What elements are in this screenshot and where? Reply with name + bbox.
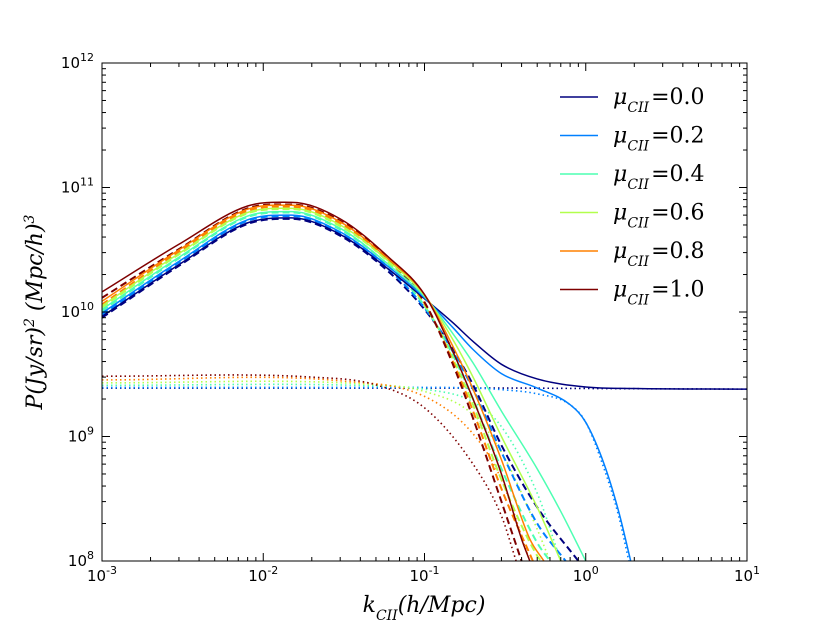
x-label-sub: CII — [376, 608, 398, 623]
y-axis-label: P(Jy/sr)2 (Mpc/h)3 — [22, 214, 48, 410]
plot-area — [102, 63, 747, 561]
series-4-total-line — [102, 204, 545, 561]
y-tick-label: 108 — [68, 549, 94, 570]
x-label-units: (h/Mpc) — [398, 593, 486, 618]
ticks-layer: 10-3 10-2 10-1 100 101 108 109 1010 1011 1012 — [61, 51, 760, 585]
x-axis-label: kCII(h/Mpc) — [363, 593, 486, 623]
x-tick-label: 10-2 — [248, 564, 278, 585]
x-tick-label: 10-1 — [409, 564, 439, 585]
series-5-shot-noise-line — [102, 374, 517, 561]
series-layer — [102, 201, 747, 561]
plot-frame — [101, 62, 748, 562]
legend-label-2: μCII=0.4 — [613, 162, 705, 193]
series-1-total-line — [102, 214, 632, 561]
y-label-p: P(Jy/sr) — [23, 327, 48, 410]
series-2-shot-noise-line — [102, 383, 562, 561]
series-3-total-line — [102, 207, 562, 561]
legend: μCII=0.0 μCII=0.2 μCII=0.4 μCII=0.6 μCII=0.8… — [560, 85, 705, 309]
series-1-clustering-line — [102, 215, 567, 561]
legend-label-4: μCII=0.8 — [613, 239, 705, 270]
legend-label-5: μCII=1.0 — [613, 278, 705, 309]
legend-label-3: μCII=0.6 — [613, 201, 705, 232]
y-tick-label: 1012 — [61, 51, 94, 72]
legend-label-1: μCII=0.2 — [613, 124, 705, 155]
series-5-total-line — [102, 201, 531, 561]
series-4-shot-noise-line — [102, 376, 531, 561]
y-tick-label: 109 — [68, 425, 94, 446]
series-2-total-line — [102, 210, 587, 561]
x-tick-label: 10-3 — [87, 564, 117, 585]
series-3-shot-noise-line — [102, 380, 551, 561]
y-tick-label: 1011 — [61, 176, 94, 197]
x-tick-label: 100 — [573, 564, 599, 585]
x-tick-label: 101 — [734, 564, 760, 585]
x-label-k: k — [363, 593, 376, 618]
legend-label-0: μCII=0.0 — [613, 85, 705, 116]
series-0-total-line — [102, 217, 747, 390]
series-0-clustering-line — [102, 217, 580, 561]
y-tick-label: 1010 — [61, 300, 94, 321]
